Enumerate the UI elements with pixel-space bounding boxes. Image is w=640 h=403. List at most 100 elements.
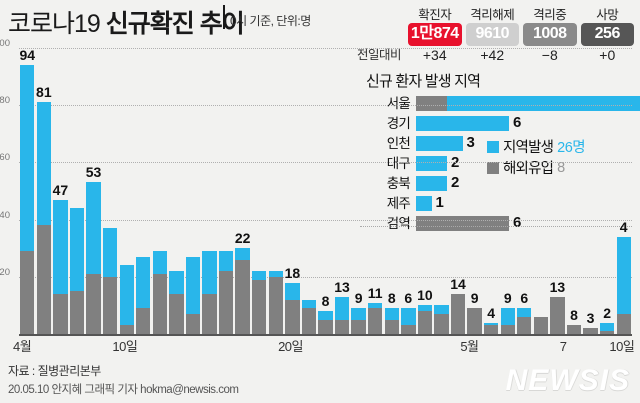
chart-bar-value-label: 8 <box>387 290 396 307</box>
stat-label-confirmed: 확진자 <box>418 8 452 22</box>
chart-bar-local-segment <box>268 271 283 277</box>
chart-bar-local-segment <box>102 228 118 277</box>
legend-swatch-imported-icon <box>487 161 499 174</box>
chart-bar-local-segment <box>384 308 399 320</box>
chart-bar <box>202 251 217 334</box>
chart-bar-imported-segment <box>467 308 482 334</box>
chart-bar <box>318 311 333 334</box>
chart-gridline <box>19 276 632 278</box>
chart-bar-local-segment <box>252 271 267 280</box>
chart-bar-value-label: 9 <box>354 290 363 307</box>
chart-bar-imported-segment <box>351 319 366 334</box>
stat-delta-isolated: −8 <box>541 47 558 63</box>
chart-bar-local-segment <box>434 305 449 314</box>
chart-bar-imported-segment <box>550 296 565 334</box>
chart-bar-imported-segment <box>202 293 217 334</box>
legend-value-imported: 8 <box>557 159 565 176</box>
y-axis-tick-label: 100 <box>0 38 10 49</box>
stat-delta-cell-isolated: −8 <box>521 46 579 65</box>
chart-bar-imported-segment <box>152 273 167 334</box>
chart-bar-value-label: 4 <box>487 304 496 321</box>
region-panel-title: 신규 환자 발생 지역 <box>366 73 481 90</box>
chart-bar <box>500 308 515 334</box>
region-bar-local-segment <box>447 96 640 111</box>
byline: 20.05.10 안지혜 그래픽 기자 hokma@newsis.com <box>8 384 239 396</box>
chart-bar-imported-segment <box>616 313 631 334</box>
chart-bar-imported-segment <box>218 271 234 334</box>
chart-bar <box>252 271 267 334</box>
chart-bar-local-segment <box>318 311 333 320</box>
chart-bar-value-label: 10 <box>417 287 433 304</box>
chart-bar-value-label: 81 <box>36 84 52 101</box>
title-divider <box>223 5 225 29</box>
y-axis-tick-label: 20 <box>0 266 10 278</box>
chart-bar-local-segment <box>235 248 250 260</box>
chart-bar <box>235 248 250 334</box>
chart-gridline <box>19 162 632 164</box>
chart-gridline <box>19 105 632 107</box>
summary-stats: 확진자 격리해제 격리중 사망 1만874 9610 1008 <box>352 8 636 65</box>
chart-bar-value-label: 9 <box>470 290 479 307</box>
chart-bar-imported-segment <box>102 276 118 334</box>
chart-bar-imported-segment <box>318 319 333 334</box>
chart-bar-imported-segment <box>136 308 151 334</box>
chart-bar-value-label: 11 <box>367 284 383 301</box>
chart-bar-value-label: 6 <box>520 290 529 307</box>
region-bar-imported-segment <box>416 96 447 111</box>
chart-bar-local-segment <box>152 251 167 274</box>
chart-bar <box>368 302 383 334</box>
region-row: 충북 2 <box>366 174 632 194</box>
chart-bar <box>301 299 317 334</box>
newsis-logo: NEWSIS <box>505 364 630 397</box>
x-axis-tick-label: 5월 <box>460 339 479 354</box>
region-value: 6 <box>513 214 522 231</box>
stat-delta-cell-confirmed: +34 <box>406 46 464 65</box>
page-title-normal: 코로나19 <box>8 10 101 38</box>
stat-badge-confirmed: 1만874 <box>408 23 462 46</box>
chart-bar <box>517 308 532 334</box>
x-axis-line <box>19 334 632 336</box>
region-name: 경기 <box>386 116 411 131</box>
chart-bar-local-segment <box>53 199 68 294</box>
region-name: 인천 <box>386 136 411 151</box>
stats-header-spacer <box>352 8 406 23</box>
page-subtitle: 0시 기준, 단위:명 <box>230 14 311 28</box>
stat-value-cell-released: 9610 <box>464 23 522 46</box>
region-bar-local-segment <box>416 156 447 171</box>
region-bar <box>416 156 447 171</box>
chart-bar-value-label: 9 <box>503 290 512 307</box>
chart-bar <box>483 322 499 334</box>
region-name: 서울 <box>386 96 411 111</box>
legend-item-imported: 해외유입 8 <box>487 157 585 178</box>
chart-bar-imported-segment <box>500 325 515 334</box>
chart-bar-local-segment <box>20 65 35 252</box>
chart-bar-local-segment <box>119 265 134 326</box>
legend-label-imported: 해외유입 <box>503 161 554 177</box>
chart-bar-value-label: 2 <box>603 304 612 321</box>
chart-bar-local-segment <box>401 308 416 326</box>
chart-bar-imported-segment <box>285 299 300 334</box>
stat-badge-deaths: 256 <box>580 23 634 46</box>
chart-bar <box>384 308 399 334</box>
stats-header-row: 확진자 격리해제 격리중 사망 <box>352 8 636 23</box>
chart-bar <box>616 236 631 334</box>
chart-bar-imported-segment <box>517 316 532 334</box>
x-axis-tick-label: 10일 <box>609 339 635 354</box>
chart-bar-imported-segment <box>301 308 317 334</box>
chart-bar-local-segment <box>417 305 433 312</box>
chart-bar-local-segment <box>185 256 201 314</box>
chart-bar-value-label: 94 <box>19 47 36 64</box>
stat-delta-deaths: +0 <box>599 47 616 63</box>
chart-bar <box>20 65 35 334</box>
stat-header-released: 격리해제 <box>464 8 522 23</box>
y-axis-tick-label: 80 <box>0 95 10 107</box>
chart-bar <box>185 256 201 334</box>
chart-bar-local-segment <box>169 271 184 294</box>
chart-bar-local-segment <box>500 308 515 326</box>
stat-header-confirmed: 확진자 <box>406 8 464 23</box>
stats-delta-label: 전일대비 <box>356 48 402 62</box>
chart-bar-local-segment <box>69 208 85 292</box>
chart-bar-imported-segment <box>20 251 35 334</box>
stat-label-released: 격리해제 <box>470 8 515 22</box>
chart-bar-imported-segment <box>599 331 615 334</box>
